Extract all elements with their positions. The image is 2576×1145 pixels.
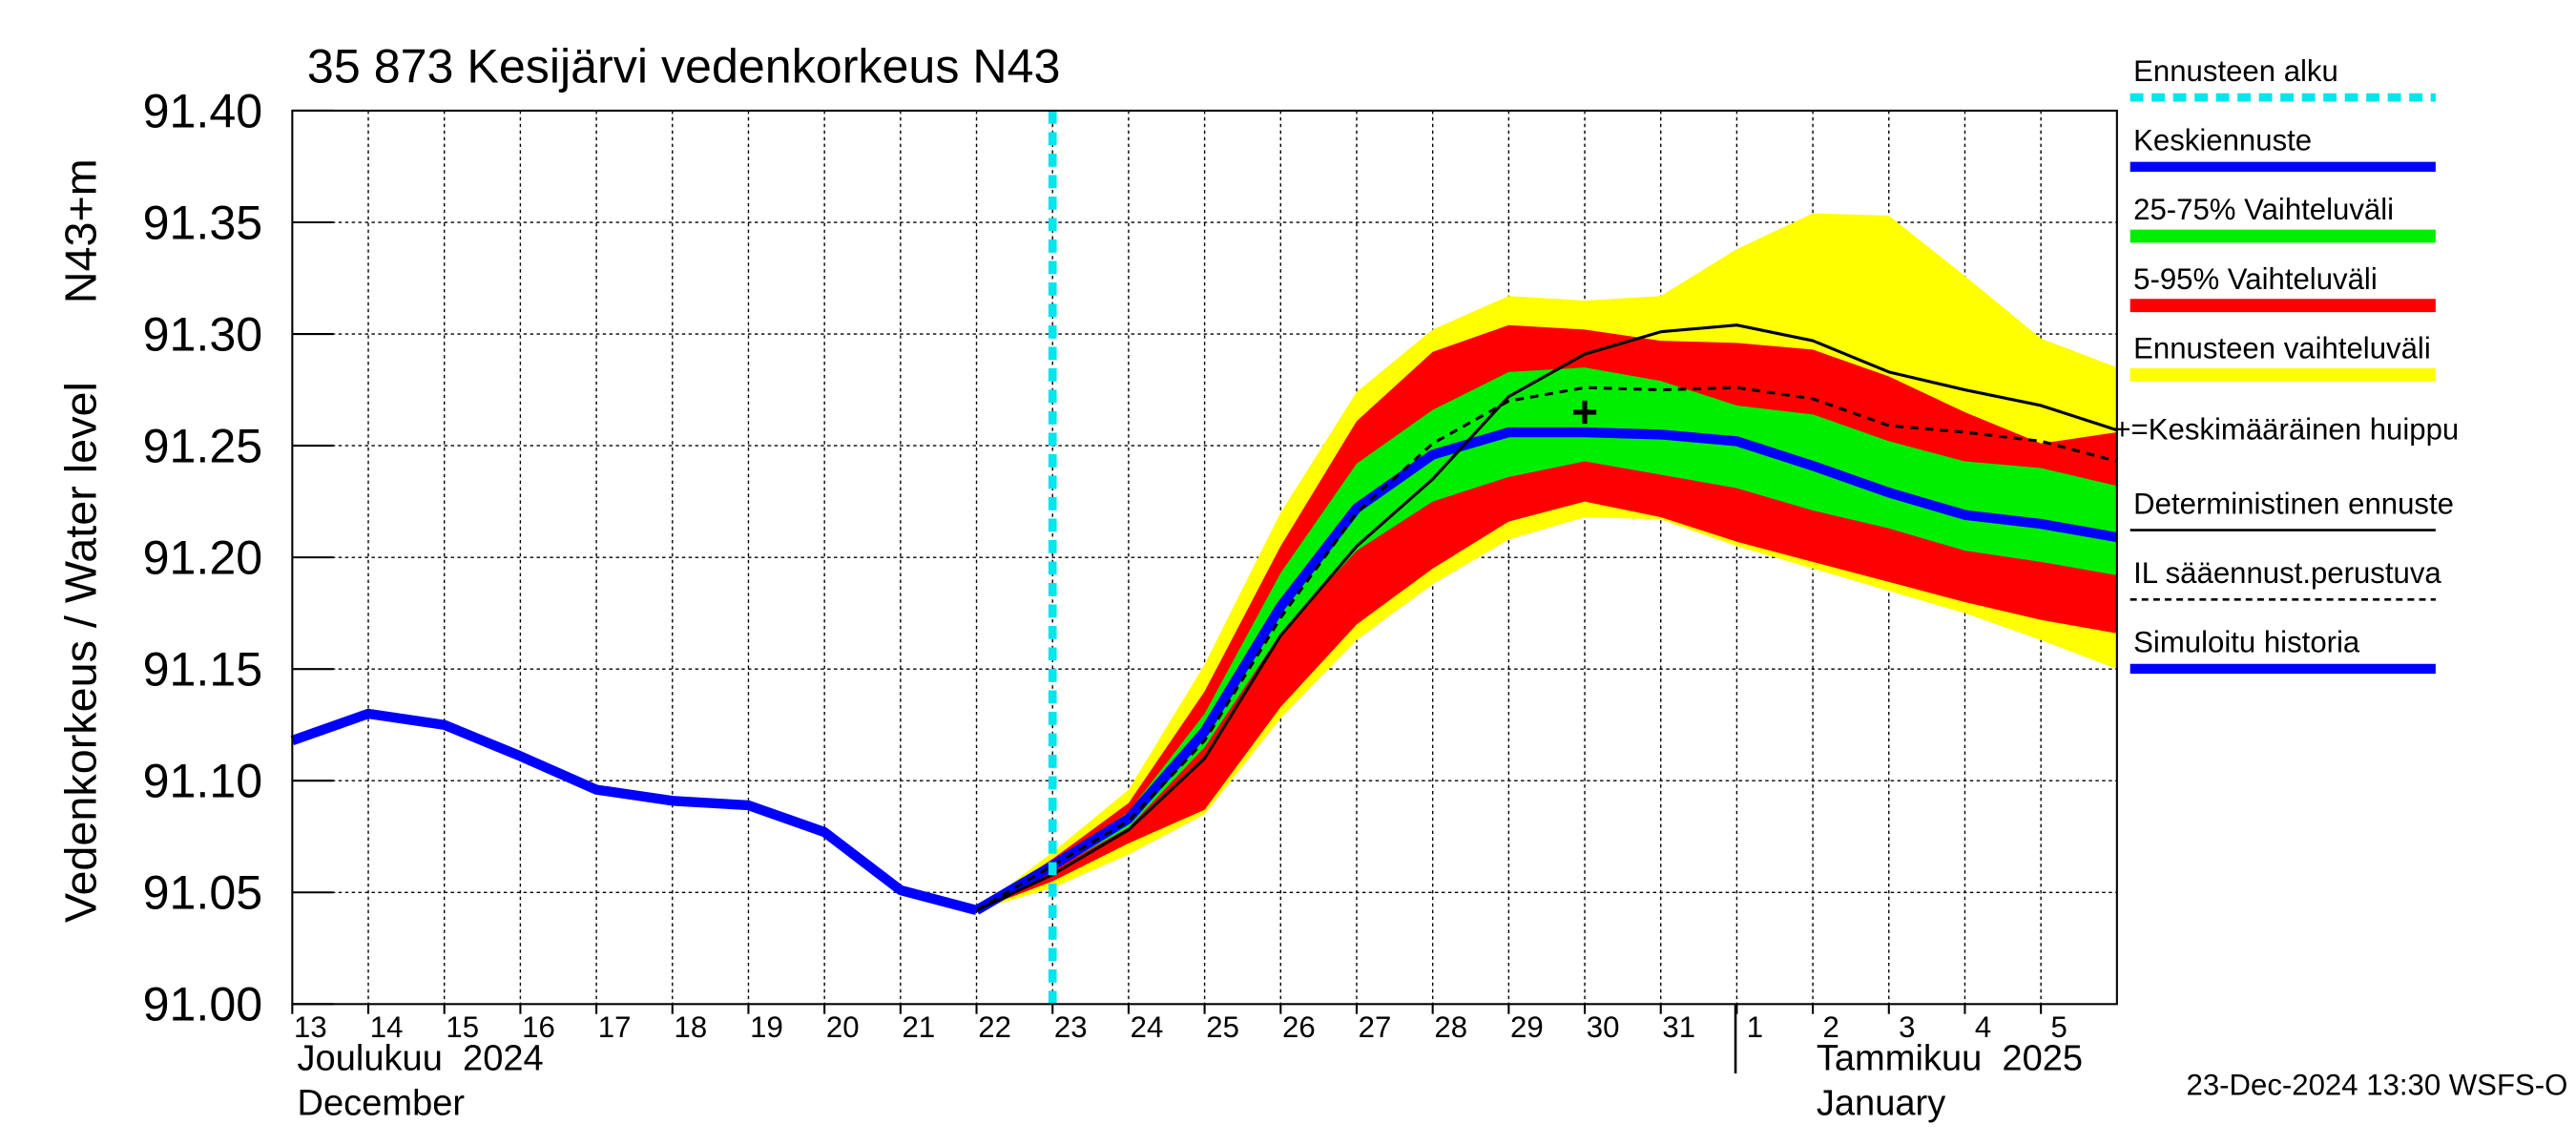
y-tick-label: 91.30 xyxy=(143,307,263,361)
band xyxy=(976,367,2117,910)
x-tick-label: 16 xyxy=(522,1010,555,1044)
x-tick-label: 22 xyxy=(978,1010,1011,1044)
chart-title: 35 873 Kesijärvi vedenkorkeus N43 xyxy=(307,40,1061,94)
legend-label: +=Keskimääräinen huippu xyxy=(2113,412,2459,446)
legend-label: Simuloitu historia xyxy=(2133,626,2360,659)
legend-label: Ennusteen vaihteluväli xyxy=(2133,332,2431,365)
x-tick-label: 15 xyxy=(446,1010,479,1044)
y-axis-label: Vedenkorkeus / Water level xyxy=(55,382,105,923)
x-tick-label: 28 xyxy=(1434,1010,1467,1044)
legend-label: Deterministinen ennuste xyxy=(2133,487,2454,520)
y-tick-label: 91.40 xyxy=(143,84,263,137)
y-tick-label: 91.10 xyxy=(143,755,263,808)
x-tick-label: 31 xyxy=(1662,1010,1695,1044)
x-tick-label: 26 xyxy=(1282,1010,1316,1044)
month-label: Tammikuu 2025 xyxy=(1817,1039,2083,1079)
y-tick-label: 91.05 xyxy=(143,866,263,920)
peak-marker xyxy=(1572,400,1597,425)
x-tick-label: 24 xyxy=(1131,1010,1164,1044)
y-tick-label: 91.15 xyxy=(143,642,263,696)
x-tick-label: 25 xyxy=(1206,1010,1239,1044)
x-tick-label: 18 xyxy=(675,1010,708,1044)
x-tick-label: 17 xyxy=(598,1010,632,1044)
legend-label: 25-75% Vaihteluväli xyxy=(2133,193,2394,226)
month-label: January xyxy=(1817,1083,1945,1123)
x-tick-label: 30 xyxy=(1587,1010,1620,1044)
y-tick-label: 91.20 xyxy=(143,531,263,584)
x-tick-label: 27 xyxy=(1359,1010,1392,1044)
x-tick-label: 2 xyxy=(1822,1010,1839,1044)
x-tick-label: 19 xyxy=(750,1010,783,1044)
y-tick-label: 91.00 xyxy=(143,978,263,1031)
x-tick-label: 5 xyxy=(2051,1010,2067,1044)
legend-label: 5-95% Vaihteluväli xyxy=(2133,262,2378,296)
x-tick-label: 20 xyxy=(826,1010,860,1044)
series-line xyxy=(975,323,2118,912)
legend-label: IL sääennust.perustuva xyxy=(2133,556,2441,590)
legend-label: Ennusteen alku xyxy=(2133,54,2338,88)
legend-label: Keskiennuste xyxy=(2133,124,2312,157)
series-line xyxy=(973,427,2118,915)
x-tick-label: 21 xyxy=(903,1010,936,1044)
timestamp: 23-Dec-2024 13:30 WSFS-O xyxy=(2187,1069,2568,1102)
x-tick-label: 14 xyxy=(370,1010,404,1044)
x-tick-label: 1 xyxy=(1747,1010,1763,1044)
y-tick-label: 91.25 xyxy=(143,419,263,472)
x-tick-label: 13 xyxy=(294,1010,327,1044)
x-tick-label: 29 xyxy=(1510,1010,1544,1044)
series-line xyxy=(975,385,2118,912)
series-line xyxy=(290,708,978,916)
y-tick-label: 91.35 xyxy=(143,196,263,249)
x-tick-label: 4 xyxy=(1975,1010,1991,1044)
plot-frame xyxy=(291,109,2118,1006)
x-tick-label: 3 xyxy=(1899,1010,1915,1044)
month-label: December xyxy=(298,1083,466,1123)
x-tick-label: 23 xyxy=(1054,1010,1088,1044)
month-label: Joulukuu 2024 xyxy=(298,1039,544,1079)
y-axis-unit: N43+m xyxy=(55,158,105,303)
